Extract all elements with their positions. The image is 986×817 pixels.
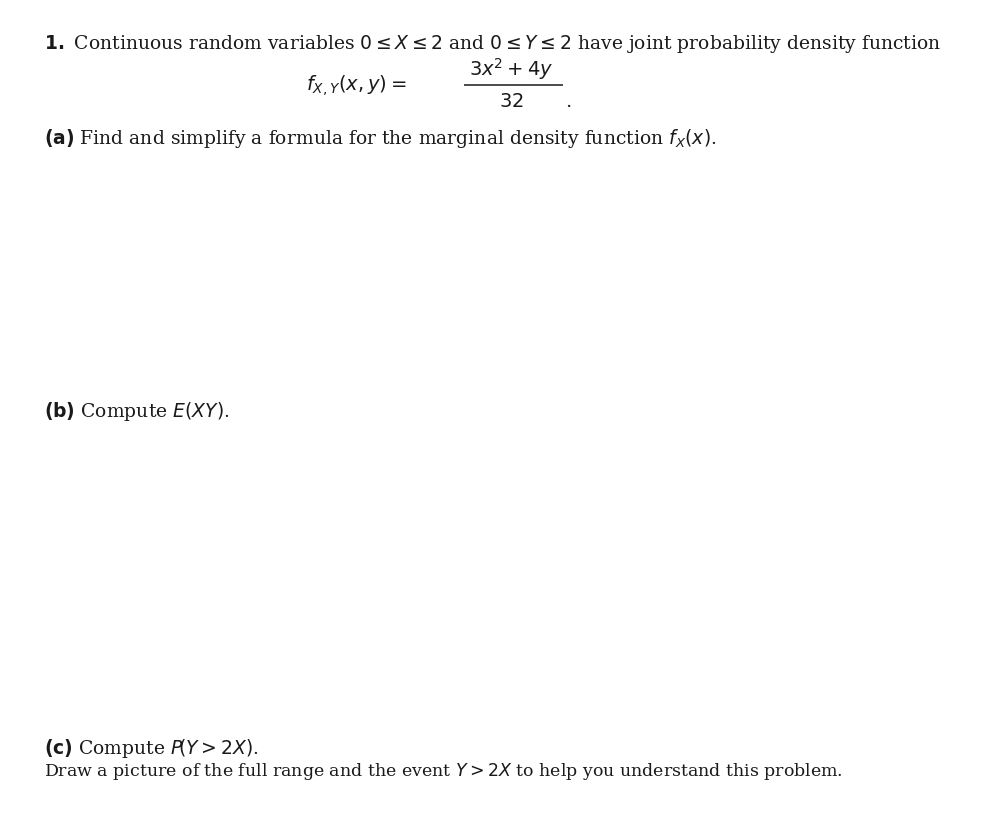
Text: $32$: $32$ bbox=[498, 93, 524, 111]
Text: $\mathbf{(c)}$ Compute $P\!\left(Y > 2X\right)$.: $\mathbf{(c)}$ Compute $P\!\left(Y > 2X\… bbox=[44, 737, 258, 760]
Text: $\mathbf{(a)}$ Find and simplify a formula for the marginal density function $f_: $\mathbf{(a)}$ Find and simplify a formu… bbox=[44, 127, 716, 150]
Text: $3x^2 + 4y$: $3x^2 + 4y$ bbox=[468, 56, 553, 82]
Text: $f_{X,Y}(x, y) =$: $f_{X,Y}(x, y) =$ bbox=[306, 74, 406, 98]
Text: .: . bbox=[565, 93, 571, 111]
Text: $\mathbf{1.}$ Continuous random variables $0 \leq X \leq 2$ and $0 \leq Y \leq 2: $\mathbf{1.}$ Continuous random variable… bbox=[44, 33, 941, 55]
Text: $\mathbf{(b)}$ Compute $E(XY)$.: $\mathbf{(b)}$ Compute $E(XY)$. bbox=[44, 400, 230, 423]
Text: Draw a picture of the full range and the event $Y > 2X$ to help you understand t: Draw a picture of the full range and the… bbox=[44, 761, 842, 783]
